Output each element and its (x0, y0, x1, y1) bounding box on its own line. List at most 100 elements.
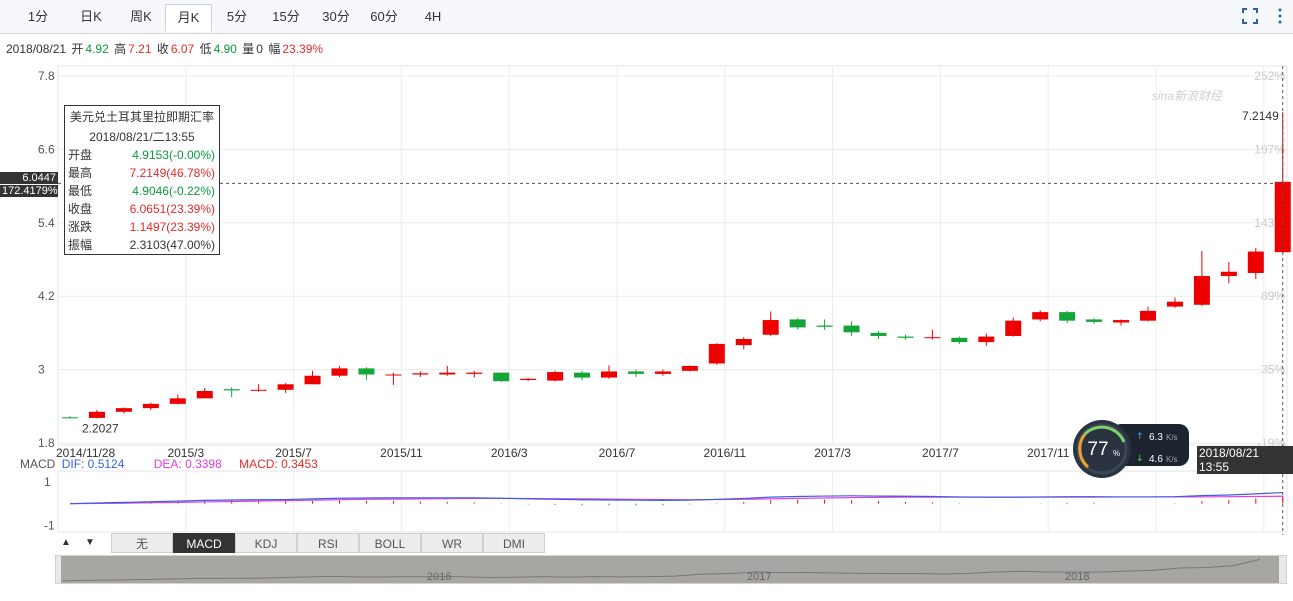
candle-body (1113, 320, 1130, 323)
candle-body (412, 373, 429, 375)
x-tick-label: 2017/3 (814, 446, 851, 460)
tab-period[interactable]: 月K (165, 4, 212, 32)
move-up-arrow-icon[interactable]: ▲ (61, 537, 71, 548)
candle-body (574, 372, 591, 378)
tooltip-datetime: 2018/08/21/二13:55 (89, 130, 195, 144)
info-low-label: 低 (199, 42, 212, 56)
candle-body (681, 365, 698, 371)
indicator-tab[interactable]: RSI (297, 533, 359, 553)
info-high: 7.21 (128, 42, 152, 56)
info-date: 2018/08/21 (6, 42, 67, 56)
macd-legend: MACD DIF: 0.5124 DEA: 0.3398 MACD: 0.345… (20, 457, 318, 471)
candle-tooltip: 美元兑土耳其里拉即期汇率 2018/08/21/二13:55 开盘 4.9153(… (64, 105, 220, 255)
navigator-selection (61, 556, 1279, 583)
candle-body (520, 378, 537, 380)
expand-icon[interactable] (1241, 7, 1259, 25)
candle-body (1193, 276, 1210, 305)
candle-body (843, 325, 860, 333)
candle-body (250, 389, 267, 391)
candle-body (547, 372, 564, 381)
speed-percent: 77 (1087, 439, 1108, 460)
candle-body (62, 417, 78, 419)
indicator-tab[interactable]: KDJ (235, 533, 297, 553)
candle-body (88, 411, 105, 418)
indicator-tab[interactable]: WR (421, 533, 483, 553)
tooltip-row: 最高 7.2149(46.78%) (65, 164, 219, 182)
tab-period[interactable]: 日K (80, 9, 102, 24)
tooltip-row-value: 2.3103(47.00%) (129, 238, 215, 252)
tooltip-title: 美元兑土耳其里拉即期汇率 (69, 110, 214, 124)
tooltip-row-label: 最低 (68, 184, 93, 198)
download-arrow-icon: ↓ (1136, 454, 1144, 464)
candle-body (142, 403, 159, 409)
tab-period[interactable]: 周K (130, 9, 152, 24)
candle-body (493, 372, 510, 382)
y-tick-label: 7.8 (38, 69, 55, 83)
candle-body (627, 371, 644, 374)
info-high-label: 高 (114, 42, 127, 56)
y-tick-label: 5.4 (38, 216, 55, 230)
tooltip-row-value: 4.9153(-0.00%) (132, 148, 215, 162)
crosshair-date-label: 2018/08/21 13:55 (1197, 446, 1293, 474)
candle-body (735, 339, 752, 346)
x-tick-label: 2017/7 (922, 446, 959, 460)
period-tabs: 1分 日K 周K 月K 5分 15分 30分 60分 4H (0, 0, 1293, 34)
tooltip-row: 振幅 2.3103(47.00%) (65, 236, 219, 254)
info-low: 4.90 (213, 42, 237, 56)
navigator-year-label: 2016 (427, 571, 451, 583)
tab-period[interactable]: 60分 (370, 9, 398, 24)
x-tick-label: 2015/7 (275, 446, 312, 460)
tooltip-row: 收盘 6.0651(23.39%) (65, 200, 219, 218)
tooltip-row-value: 6.0651(23.39%) (129, 202, 215, 216)
macd-panel-frame (57, 470, 1288, 533)
price-chart[interactable]: 7.8 252%6.6 197%5.4 143%4.2 89%3 35%1.8 -19%20… (0, 60, 1293, 535)
min-price-label: 2.2027 (82, 422, 119, 436)
candle-body (1005, 320, 1022, 336)
download-speed: 4.6 (1149, 454, 1163, 465)
macd-y-tick-label: -1 (44, 518, 55, 532)
tab-period[interactable]: 15分 (272, 9, 300, 24)
info-close-label: 收 (156, 42, 169, 56)
tab-period[interactable]: 5分 (226, 9, 248, 24)
macd-legend-name: MACD (20, 457, 56, 471)
tooltip-row-value: 1.1497(23.39%) (129, 220, 215, 234)
tab-period[interactable]: 30分 (322, 9, 350, 24)
more-options-icon[interactable] (1272, 6, 1288, 26)
candle-body (1140, 310, 1156, 321)
candle-body (708, 343, 725, 364)
candle-body (196, 391, 213, 399)
candle-body (924, 337, 941, 339)
network-speed-widget[interactable]: 77 % ↑ 6.3 K/s ↓ 4.6 K/s (1071, 418, 1191, 480)
tooltip-row-value: 4.9046(-0.22%) (132, 184, 215, 198)
info-range-label: 幅 (268, 42, 281, 56)
indicator-tab[interactable]: BOLL (359, 533, 421, 553)
tab-period[interactable]: 1分 (27, 9, 49, 24)
move-down-arrow-icon[interactable]: ▼ (85, 537, 95, 548)
tooltip-row-value: 7.2149(46.78%) (129, 166, 215, 180)
y-tick-label: 6.6 (38, 142, 55, 156)
indicator-tab[interactable]: DMI (483, 533, 545, 553)
y-tick-label: 4.2 (38, 289, 55, 303)
candle-body (951, 337, 968, 343)
candle-body (897, 336, 914, 338)
max-price-label: 7.2149 (1242, 109, 1279, 123)
x-tick-label: 2015/3 (167, 446, 204, 460)
candle-body (385, 374, 402, 376)
macd-y-tick-label: 1 (44, 475, 51, 489)
tooltip-row-label: 振幅 (68, 238, 93, 252)
time-range-navigator[interactable]: 2016 2017 2018 (55, 555, 1287, 584)
candle-body (304, 375, 321, 385)
tooltip-row-label: 开盘 (68, 148, 93, 162)
indicator-tab[interactable]: MACD (173, 533, 235, 553)
candle-body (1220, 271, 1237, 277)
candle-body (1166, 301, 1183, 307)
tooltip-row: 涨跌 1.1497(23.39%) (65, 218, 219, 236)
x-tick-label: 2017/11 (1027, 446, 1070, 460)
candle-body (978, 336, 995, 343)
navigator-series (62, 558, 1261, 582)
tooltip-row: 最低 4.9046(-0.22%) (65, 182, 219, 200)
candle-body (601, 371, 617, 378)
tab-period[interactable]: 4H (424, 9, 442, 24)
indicator-tab[interactable]: 无 (111, 533, 173, 553)
